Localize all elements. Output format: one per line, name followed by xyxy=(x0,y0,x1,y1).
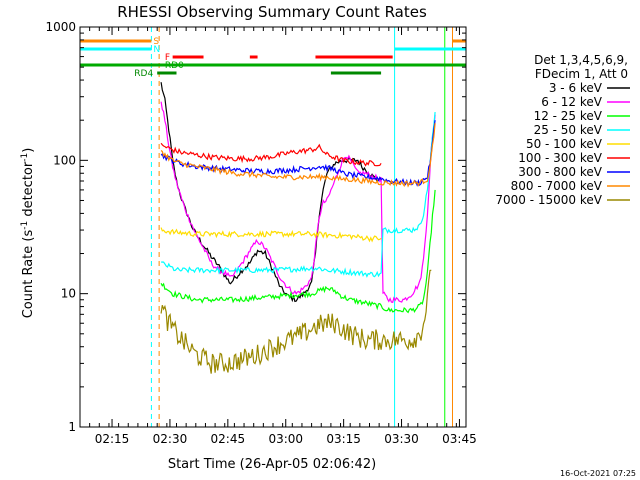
flag-label-f: F xyxy=(165,53,170,63)
chart-title: RHESSI Observing Summary Count Rates xyxy=(117,3,427,21)
series-line-9 xyxy=(160,269,432,374)
series-line-8 xyxy=(160,123,436,188)
series-line-3 xyxy=(160,189,436,314)
legend-entry-1: 3 - 6 keV xyxy=(549,81,603,95)
y-tick-label-1: 1 xyxy=(68,420,76,434)
legend-entry-3: 12 - 25 keV xyxy=(534,109,603,123)
legend-entry-8: 800 - 7000 keV xyxy=(511,179,603,193)
flag-bar-n-segment-2 xyxy=(394,47,466,51)
flag-label-rd0: RD0 xyxy=(165,61,184,71)
y-tick-label-3: 100 xyxy=(53,153,76,167)
flag-bar-f-segment-1 xyxy=(172,55,204,59)
x-tick-label-6: 03:30 xyxy=(384,432,419,446)
flag-bar-f-segment-2 xyxy=(249,55,258,59)
x-tick-label-3: 02:45 xyxy=(211,432,246,446)
series-line-7 xyxy=(160,120,436,187)
series-line-6 xyxy=(160,142,382,167)
series-line-1 xyxy=(160,82,382,303)
flag-label-s: S xyxy=(153,37,159,47)
legend-entry-6: 100 - 300 keV xyxy=(518,151,602,165)
legend-entry-4: 25 - 50 keV xyxy=(534,123,603,137)
series-line-5 xyxy=(160,227,382,243)
x-tick-label-2: 02:30 xyxy=(153,432,188,446)
x-tick-label-4: 03:00 xyxy=(268,432,303,446)
flag-bar-rd4-segment-1 xyxy=(157,71,177,75)
flag-bar-rd0-segment-1 xyxy=(80,63,466,67)
series-line-4 xyxy=(161,112,436,278)
legend-entry-5: 50 - 100 keV xyxy=(526,137,603,151)
flag-bar-rd4-segment-2 xyxy=(330,71,382,75)
flag-bar-s-segment-1 xyxy=(80,39,152,43)
x-axis-label: Start Time (26-Apr-05 02:06:42) xyxy=(168,457,376,472)
flag-label-n: N xyxy=(153,45,160,55)
y-tick-label-4: 1000 xyxy=(45,20,76,34)
x-tick-label-7: 03:45 xyxy=(442,432,477,446)
x-tick-label-1: 02:15 xyxy=(95,432,130,446)
y-axis-label: Count Rate (s-1 detector-1) xyxy=(20,148,36,319)
series-line-2 xyxy=(160,101,436,303)
footer-timestamp: 16-Oct-2021 07:25 xyxy=(560,469,636,478)
x-tick-label-5: 03:15 xyxy=(326,432,361,446)
legend-entry-9: 7000 - 15000 keV xyxy=(495,193,602,207)
flag-bar-s-segment-2 xyxy=(452,39,466,43)
flag-bar-n-segment-1 xyxy=(80,47,152,51)
y-tick-label-2: 10 xyxy=(61,287,76,301)
legend-header-line-1: Det 1,3,4,5,6,9, xyxy=(534,53,628,67)
legend-header-line-2: FDecim 1, Att 0 xyxy=(535,67,628,81)
legend-entry-2: 6 - 12 keV xyxy=(541,95,603,109)
flag-bar-f-segment-3 xyxy=(315,55,393,59)
plot-frame xyxy=(79,26,467,428)
flag-label-rd4: RD4 xyxy=(134,69,153,79)
legend: Det 1,3,4,5,6,9, FDecim 1, Att 0 3 - 6 k… xyxy=(495,53,630,207)
legend-entry-7: 300 - 800 keV xyxy=(518,165,602,179)
